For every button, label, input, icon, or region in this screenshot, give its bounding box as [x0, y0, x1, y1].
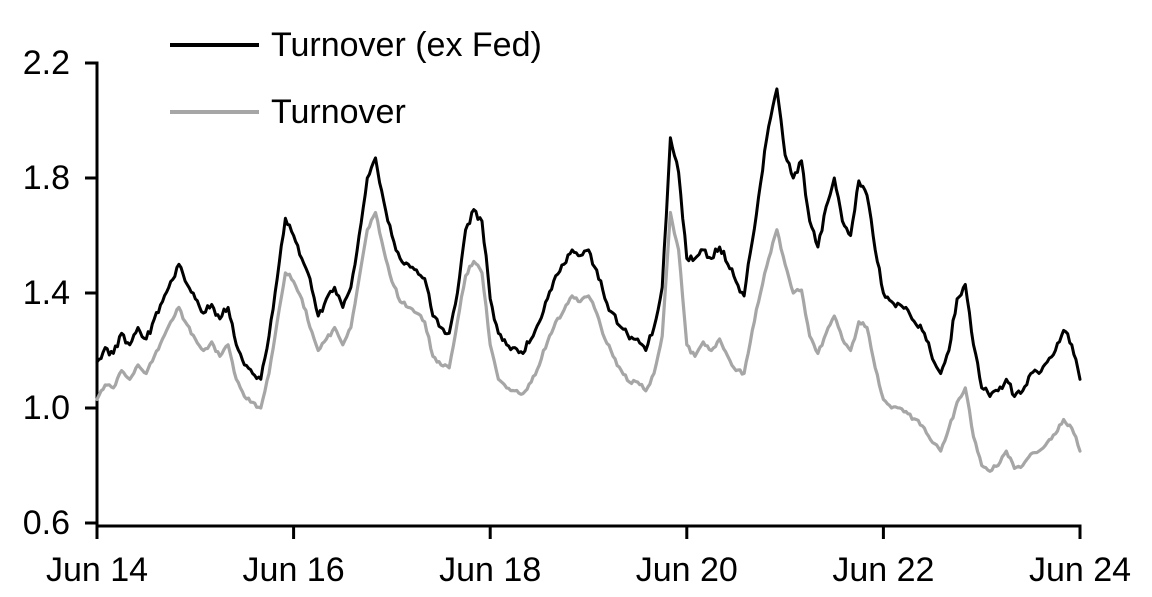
y-tick-label: 1.8 [22, 159, 70, 197]
y-tick-label: 1.4 [22, 274, 70, 312]
x-tick-label: Jun 20 [635, 551, 738, 589]
x-tick-label: Jun 16 [242, 551, 345, 589]
legend-item-turnover: Turnover [170, 92, 542, 132]
legend-label-turnover: Turnover [271, 93, 406, 131]
series-line-turnover-ex-fed [95, 87, 1082, 398]
legend-line-sample-black [170, 43, 259, 47]
x-tick-label: Jun 22 [832, 551, 935, 589]
x-tick-label: Jun 24 [1028, 551, 1132, 589]
y-tick-label: 2.2 [22, 44, 70, 82]
legend-item-turnover-ex-fed: Turnover (ex Fed) [170, 25, 542, 65]
legend-line-sample-gray [170, 110, 259, 114]
x-tick-label: Jun 18 [439, 551, 542, 589]
y-tick-label: 0.6 [22, 504, 70, 542]
x-tick-label: Jun 14 [45, 551, 149, 589]
legend: Turnover (ex Fed) Turnover [170, 25, 542, 132]
y-tick-label: 1.0 [22, 389, 70, 427]
series-line-turnover [95, 210, 1082, 473]
legend-label-turnover-ex-fed: Turnover (ex Fed) [271, 26, 542, 64]
